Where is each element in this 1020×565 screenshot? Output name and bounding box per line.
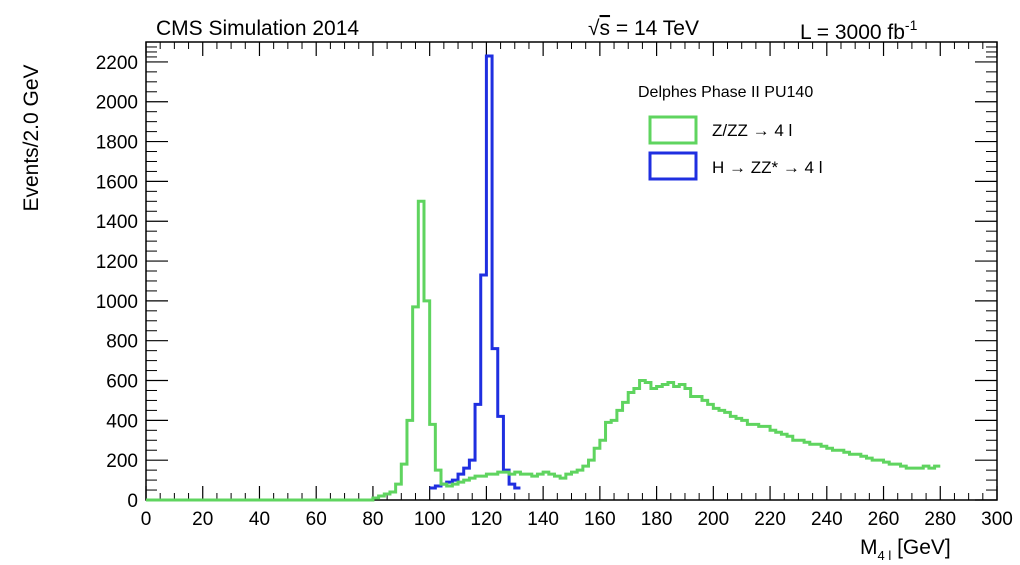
x-axis-title: M4 l [GeV] — [860, 536, 951, 563]
x-tick-label: 300 — [981, 509, 1013, 530]
x-tick-label: 260 — [868, 509, 900, 530]
energy-value: = 14 TeV — [610, 17, 699, 40]
legend-label-higgs: H → ZZ* → 4 l — [712, 158, 823, 177]
x-axis-title-unit: [GeV] — [891, 536, 951, 559]
y-tick-label: 2000 — [96, 93, 138, 114]
lumi-label: L = 3000 fb-1 — [800, 17, 918, 44]
y-axis-title: Events/2.0 GeV — [20, 64, 43, 211]
series-layer — [146, 54, 941, 502]
y-tick-label: 1000 — [96, 292, 138, 313]
y-tick-label: 200 — [106, 451, 138, 472]
x-tick-label: 240 — [811, 509, 843, 530]
legend-swatch-zz — [648, 115, 698, 145]
legend-label-zz: Z/ZZ → 4 l — [712, 121, 792, 140]
x-tick-label: 220 — [754, 509, 786, 530]
legend-header: Delphes Phase II PU140 — [638, 84, 813, 101]
lumi-exponent: -1 — [905, 17, 918, 33]
energy-label: √s = 14 TeV — [588, 17, 699, 40]
x-tick-label: 60 — [306, 509, 327, 530]
x-tick-label: 160 — [584, 509, 616, 530]
svg-text:M4 l [GeV]: M4 l [GeV] — [860, 536, 951, 563]
lumi-main: L = 3000 fb — [800, 21, 905, 44]
svg-text:√s = 14 TeV: √s = 14 TeV — [588, 17, 699, 40]
x-tick-label: 0 — [141, 509, 152, 530]
y-tick-label: 0 — [127, 491, 138, 512]
sqrt-symbol: √ — [588, 17, 600, 40]
y-tick-label: 800 — [106, 332, 138, 353]
x-tick-label: 180 — [641, 509, 673, 530]
x-tick-label: 80 — [362, 509, 383, 530]
x-tick-label: 200 — [697, 509, 729, 530]
y-tick-label: 1600 — [96, 172, 138, 193]
x-tick-label: 20 — [192, 509, 213, 530]
y-tick-label: 1200 — [96, 252, 138, 273]
experiment-label: CMS Simulation 2014 — [156, 17, 359, 40]
energy-sqrt-arg: s — [600, 17, 611, 40]
x-axis-title-main: M — [860, 536, 878, 559]
series-zz-histogram — [146, 199, 941, 502]
x-tick-label: 120 — [471, 509, 503, 530]
y-tick-label: 400 — [106, 411, 138, 432]
y-axis: 0 200 400 600 800 1000 1200 1400 1600 1800 2000 220… — [96, 46, 997, 512]
x-axis: 0 20 40 60 80 100 120 140 160 180 200 220 240 260 280 3… — [141, 42, 1013, 530]
y-tick-label: 600 — [106, 372, 138, 393]
x-tick-label: 100 — [414, 509, 446, 530]
y-tick-label: 1400 — [96, 212, 138, 233]
series-higgs-histogram — [429, 54, 521, 490]
x-axis-title-sub: 4 l — [878, 548, 892, 563]
x-tick-label: 280 — [924, 509, 956, 530]
plot-frame — [145, 41, 998, 501]
x-tick-label: 140 — [527, 509, 559, 530]
legend: Delphes Phase II PU140 Z/ZZ → 4 l H → ZZ… — [638, 84, 823, 181]
y-tick-label: 2200 — [96, 53, 138, 74]
legend-swatch-higgs — [648, 151, 698, 181]
y-tick-label: 1800 — [96, 133, 138, 154]
svg-text:L = 3000 fb-1: L = 3000 fb-1 — [800, 17, 918, 44]
x-tick-label: 40 — [249, 509, 270, 530]
